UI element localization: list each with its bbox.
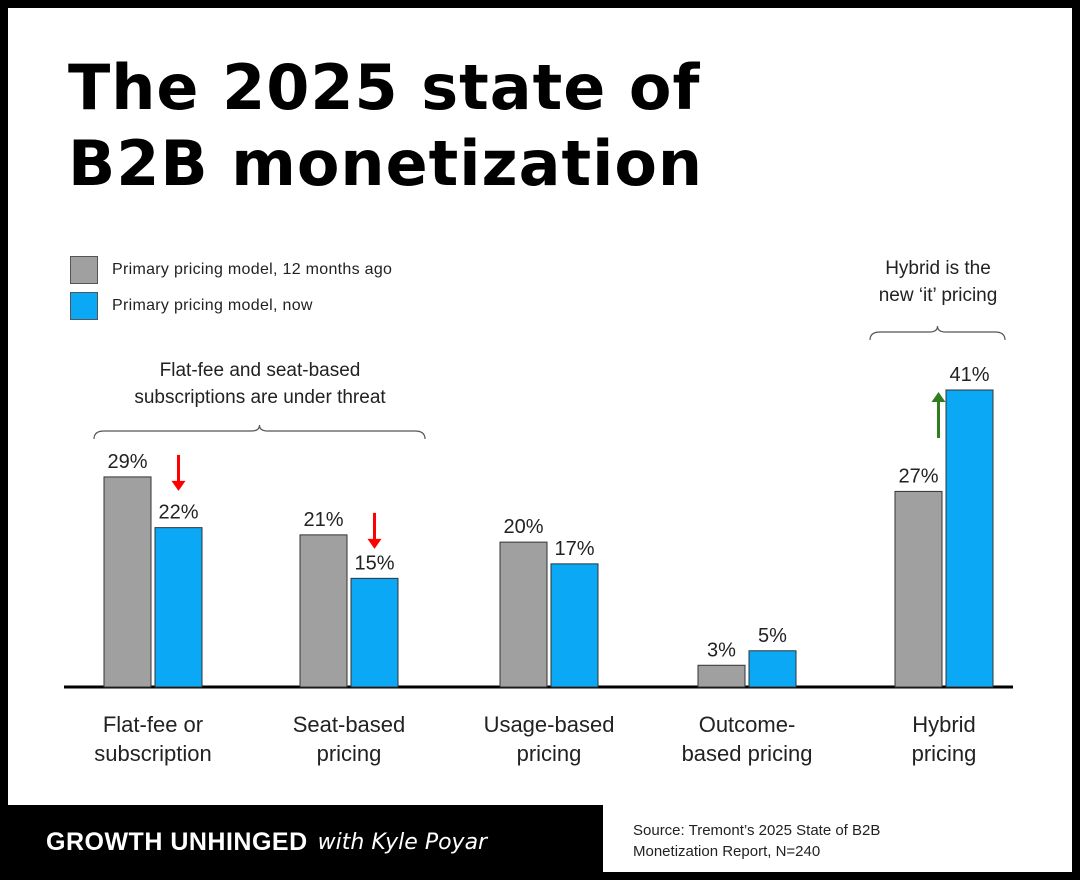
legend-item-past: Primary pricing model, 12 months ago — [70, 252, 392, 288]
legend-label-past: Primary pricing model, 12 months ago — [112, 261, 393, 278]
data-label-past-3: 3% — [707, 639, 736, 661]
bar-now-2 — [550, 563, 599, 688]
data-label-past-1: 21% — [303, 509, 343, 531]
chart-title: The 2025 state of B2B monetization — [68, 51, 704, 200]
source-note: Source: Tremont’s 2025 State of B2B Mone… — [633, 822, 881, 860]
bar-past-4 — [894, 490, 943, 688]
bar-now-4 — [945, 389, 994, 688]
footer-bar: GROWTH UNHINGED with Kyle Poyar — [0, 805, 603, 880]
annotation-right-1: new ‘it’ pricing — [879, 285, 998, 306]
bar-past-2 — [499, 541, 548, 688]
category-label-4-1: pricing — [912, 741, 977, 766]
up-arrow-icon-4 — [931, 392, 946, 402]
category-label-3-1: based pricing — [682, 741, 813, 766]
category-label-4-0: Hybrid — [912, 712, 976, 737]
legend: Primary pricing model, 12 months ago Pri… — [70, 252, 392, 324]
legend-item-now: Primary pricing model, now — [70, 288, 392, 324]
chart-frame — [8, 8, 1072, 872]
category-label-3-0: Outcome- — [699, 712, 796, 737]
bar-past-3 — [697, 664, 746, 688]
annotation-left-1: subscriptions are under threat — [134, 387, 386, 408]
data-label-now-0: 22% — [158, 502, 198, 524]
bar-now-1 — [350, 577, 399, 688]
category-label-2-1: pricing — [517, 741, 582, 766]
category-label-0-0: Flat-fee or — [103, 712, 203, 737]
category-label-0-1: subscription — [94, 741, 211, 766]
down-arrow-icon-0 — [171, 480, 186, 491]
bar-now-0 — [154, 527, 203, 688]
data-label-past-4: 27% — [898, 465, 938, 487]
brace-right — [869, 325, 1006, 341]
annotation-left-0: Flat-fee and seat-based — [160, 360, 361, 381]
data-label-now-4: 41% — [949, 364, 989, 386]
brace-left — [93, 424, 426, 440]
data-label-now-2: 17% — [554, 538, 594, 560]
category-label-1-0: Seat-based — [293, 712, 406, 737]
legend-swatch-past — [70, 256, 98, 284]
down-arrow-icon-1 — [367, 538, 382, 549]
bar-past-0 — [103, 476, 152, 688]
bar-past-1 — [299, 534, 348, 688]
data-label-now-1: 15% — [354, 552, 394, 574]
category-label-1-1: pricing — [317, 741, 382, 766]
category-label-2-0: Usage-based — [484, 712, 615, 737]
legend-swatch-now — [70, 292, 98, 320]
footer-brand: GROWTH UNHINGED — [46, 828, 308, 856]
legend-label-now: Primary pricing model, now — [112, 297, 313, 314]
bar-now-3 — [748, 650, 797, 688]
annotation-right-0: Hybrid is the — [885, 258, 991, 279]
footer-author: with Kyle Poyar — [317, 830, 488, 855]
data-label-now-3: 5% — [758, 625, 787, 647]
data-label-past-0: 29% — [107, 451, 147, 473]
data-label-past-2: 20% — [503, 516, 543, 538]
